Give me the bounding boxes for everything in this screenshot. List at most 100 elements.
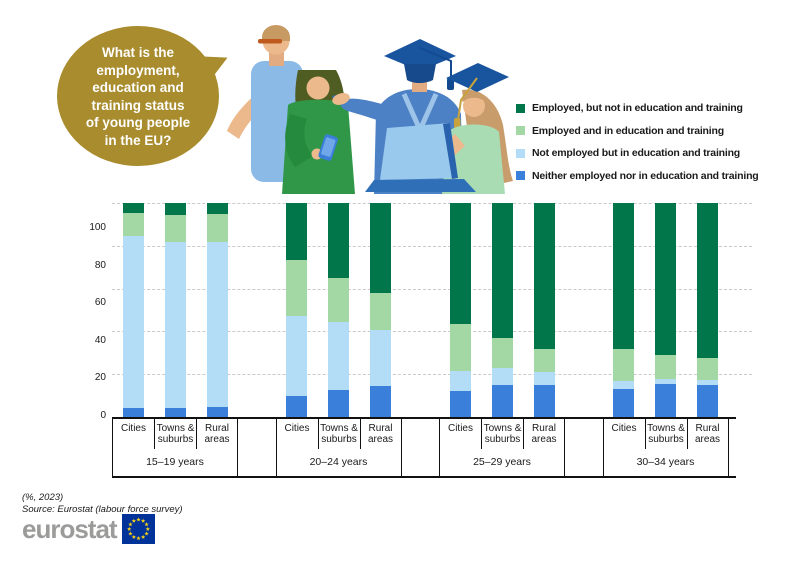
x-axis-table: Cities Towns & suburbs Rural areas 15–19 ye…	[112, 419, 736, 476]
head	[306, 76, 330, 100]
bar-segment	[206, 407, 228, 417]
legend-label: Employed and in education and training	[532, 124, 724, 137]
legend-label: Neither employed nor in education and tr…	[532, 169, 759, 182]
bar-segment	[286, 316, 307, 396]
legend-swatch	[516, 148, 525, 158]
y-tick-label: 40	[94, 334, 106, 346]
area-label: Towns & suburbs	[481, 419, 523, 449]
bar-segment	[286, 259, 307, 317]
bar-cities	[603, 203, 645, 417]
x-axis-bottom-line	[112, 476, 736, 478]
gridline	[112, 288, 752, 290]
bar-segment	[655, 203, 676, 355]
source-note: Source: Eurostat (labour force survey)	[22, 504, 183, 515]
mortarboard	[446, 63, 509, 92]
bar-segment	[164, 408, 186, 417]
bar-segment	[697, 379, 718, 385]
hair-front	[462, 93, 488, 104]
stacked-bar	[491, 203, 513, 417]
gridline	[112, 331, 752, 333]
bar-segment	[449, 391, 471, 417]
y-tick-label: 60	[94, 297, 106, 309]
cap	[262, 25, 290, 41]
age-group: Cities Towns & suburbs Rural areas 20–24 ye…	[275, 419, 402, 476]
bar-cities	[276, 203, 318, 417]
bar-segment	[449, 203, 471, 324]
bar-segment	[655, 378, 676, 384]
x-axis-line	[112, 417, 736, 419]
bar-segment	[491, 337, 513, 368]
bar-segment	[370, 203, 391, 293]
bar-rural-areas	[523, 203, 565, 417]
mortarboard	[384, 39, 456, 71]
tassel	[447, 78, 454, 90]
bar-segment	[328, 321, 349, 391]
bar-segment	[491, 203, 513, 338]
bar-segment	[122, 212, 144, 237]
gridline	[112, 245, 752, 247]
y-tick-label: 0	[100, 410, 106, 421]
bar-segment	[328, 203, 349, 278]
bar-rural-areas	[360, 203, 402, 417]
legend-swatch	[516, 103, 525, 113]
bar-cities	[439, 203, 481, 417]
bar-cities	[112, 203, 154, 417]
stacked-bar	[286, 203, 307, 417]
area-label: Cities	[602, 419, 645, 449]
bar-segment	[613, 348, 634, 381]
plot-area	[112, 203, 752, 417]
gridline	[112, 203, 752, 204]
age-group: Cities Towns & suburbs Rural areas 30–34 ye…	[602, 419, 729, 476]
bar-towns-suburbs	[318, 203, 360, 417]
eu-flag-icon	[121, 514, 155, 544]
bar-segment	[697, 358, 718, 380]
age-group-label: 25–29 years	[439, 449, 565, 476]
area-label: Rural areas	[523, 419, 565, 449]
open-hand	[332, 93, 350, 105]
legend-item: Employed and in education and training	[516, 124, 759, 137]
area-label: Rural areas	[196, 419, 238, 449]
stacked-bar	[164, 203, 186, 417]
smartphone	[318, 134, 338, 161]
laptop-screen	[380, 123, 458, 180]
bar-segment	[328, 390, 349, 417]
bar-segment	[655, 383, 676, 417]
legend-item: Neither employed nor in education and tr…	[516, 169, 759, 182]
bar-segment	[370, 385, 391, 417]
legend-swatch	[516, 171, 525, 180]
stacked-bar	[697, 203, 718, 417]
mortarboard-base	[404, 64, 436, 83]
legend-item: Employed, but not in education and train…	[516, 102, 759, 114]
question-title: What is the employment, education and tr…	[85, 45, 191, 148]
y-tick-label: 100	[89, 222, 106, 233]
stacked-bar	[206, 203, 228, 417]
bar-segment	[286, 203, 307, 260]
jacket-arm	[285, 114, 313, 167]
age-group-label: 15–19 years	[112, 449, 238, 476]
bar-segment	[370, 292, 391, 331]
bar-segment	[533, 372, 555, 385]
eurostat-logo: eurostat	[22, 514, 155, 544]
bar-towns-suburbs	[645, 203, 687, 417]
y-tick-label: 80	[94, 259, 106, 271]
stacked-bar	[655, 203, 676, 417]
bar-towns-suburbs	[481, 203, 523, 417]
gridline	[112, 374, 752, 376]
legend-label: Employed, but not in education and train…	[532, 102, 743, 114]
area-label: Rural areas	[359, 419, 402, 449]
gown-sleeve	[340, 98, 382, 122]
legend: Employed, but not in education and train…	[516, 102, 759, 193]
area-label: Towns & suburbs	[154, 419, 196, 449]
hair-front	[304, 71, 332, 82]
bar-segment	[491, 384, 513, 417]
tassel-cord	[419, 47, 452, 80]
bar-rural-areas	[687, 203, 729, 417]
age-group: Cities Towns & suburbs Rural areas 15–19 ye…	[112, 419, 238, 476]
y-tick-label: 20	[94, 372, 106, 384]
bar-segment	[206, 213, 228, 242]
eurostat-logo-text: eurostat	[22, 514, 118, 544]
stacked-bar	[328, 203, 349, 417]
bar-segment	[533, 384, 555, 417]
